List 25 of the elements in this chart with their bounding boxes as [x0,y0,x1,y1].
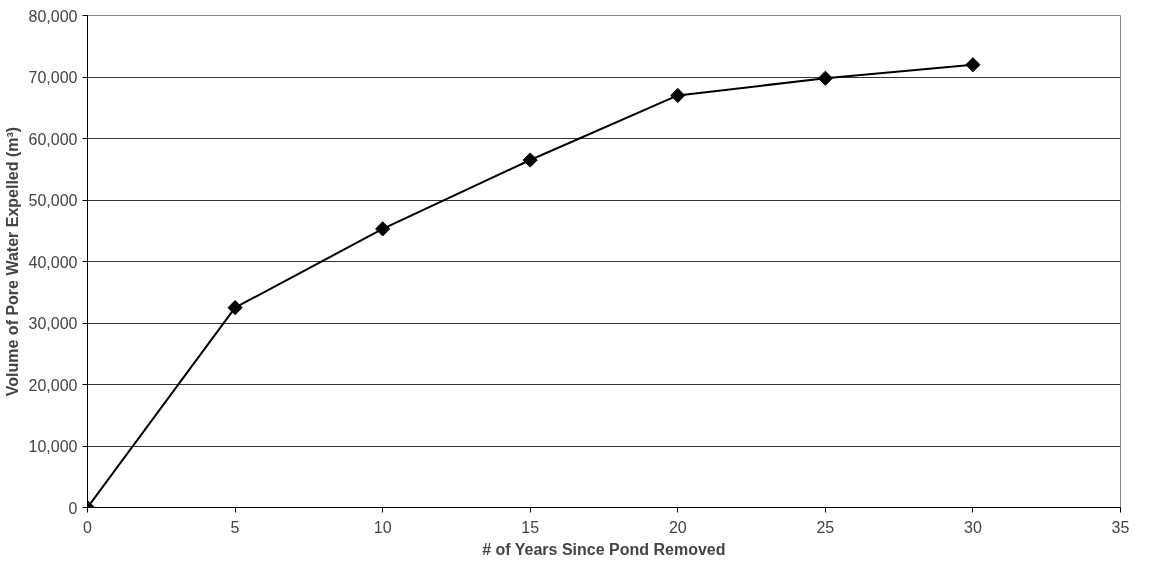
x-tick-label: 0 [83,518,93,536]
x-tick-label: 15 [521,518,540,536]
point [227,300,243,316]
x-tick-label: 5 [230,518,240,536]
y-tick-label: 30,000 [28,315,78,332]
x-axis-title: # of Years Since Pond Removed [482,540,726,558]
point [522,152,538,168]
y-tick-label: 40,000 [28,253,78,271]
point [670,87,686,104]
y-tick-label: 0 [68,499,78,517]
x-tick-label: 25 [816,518,835,536]
y-tick-label: 80,000 [28,7,78,25]
x-tick-label: 30 [964,518,982,536]
x-tick-label: 20 [668,518,687,536]
x-tick-label: 10 [373,518,392,536]
y-axis-title: Volume of Pore Water Expelled (m³) [3,126,21,397]
y-tick-label: 60,000 [28,130,78,148]
y-tick-label: 70,000 [28,69,78,86]
y-tick-label: 20,000 [28,376,78,394]
point [817,70,833,86]
y-tick-label: 10,000 [28,438,78,455]
point [375,221,391,237]
point [965,57,981,73]
y-tick-label: 50,000 [28,192,78,209]
x-tick-label: 35 [1111,518,1130,536]
